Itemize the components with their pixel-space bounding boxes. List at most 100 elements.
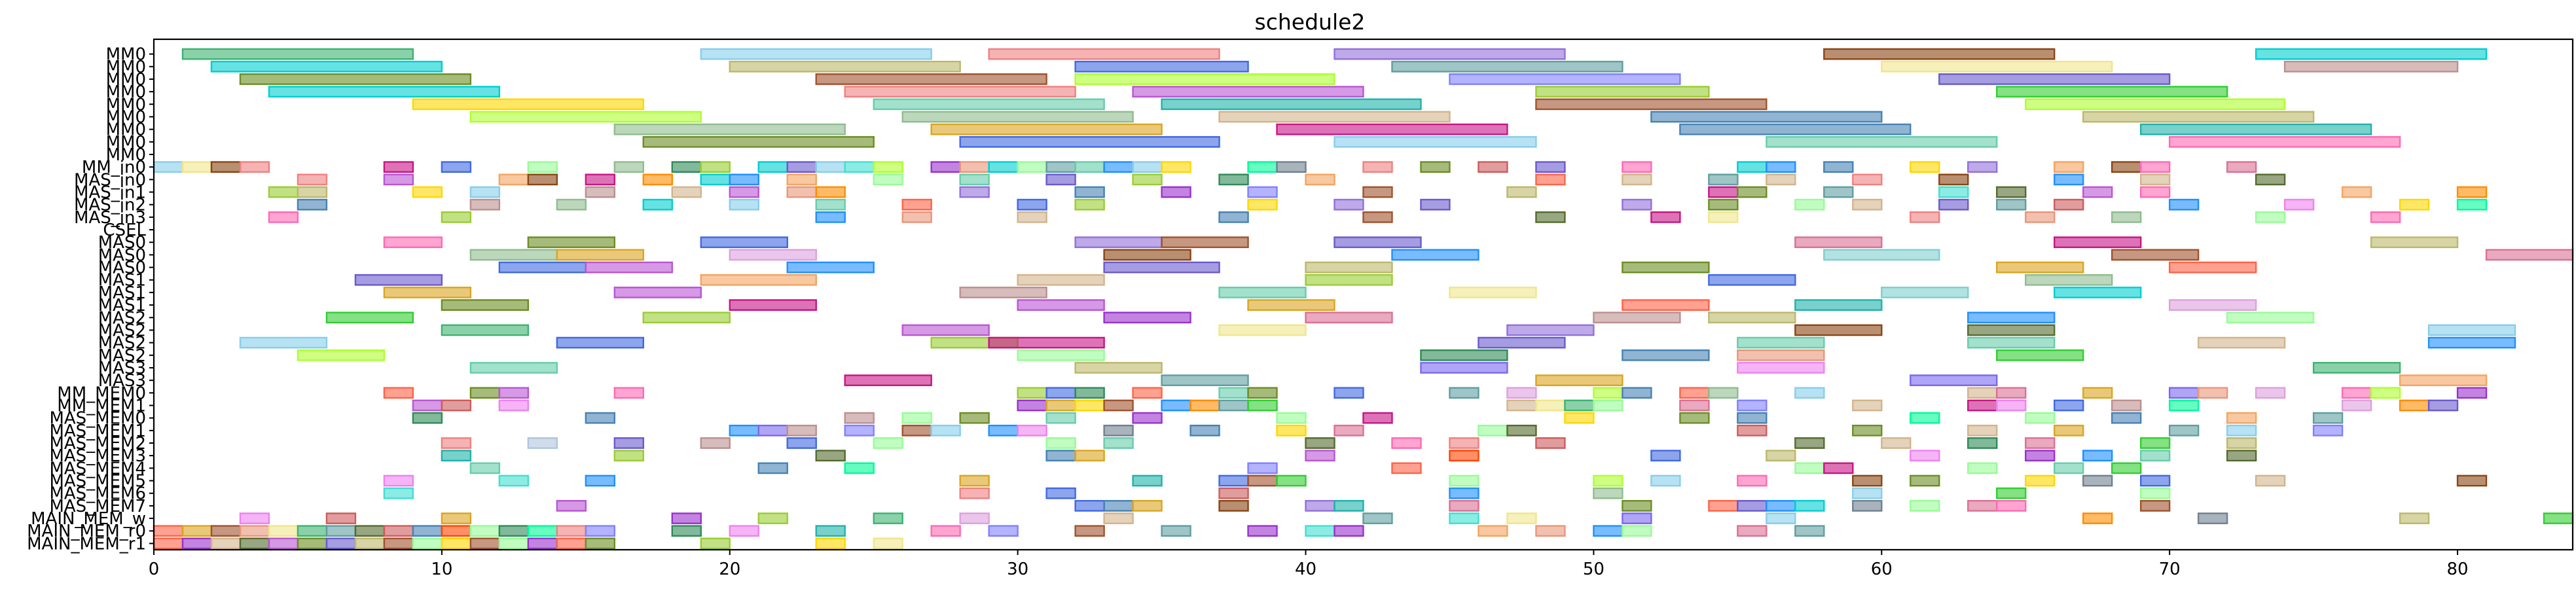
task-bar: [700, 161, 731, 173]
task-bar: [873, 512, 903, 524]
task-bar: [181, 161, 213, 173]
task-bar: [815, 450, 846, 462]
task-bar: [1910, 450, 1940, 462]
task-bar: [1910, 474, 1940, 487]
task-bar: [1132, 474, 1163, 487]
task-bar: [2168, 198, 2200, 211]
task-bar: [2139, 173, 2171, 186]
task-bar: [1881, 437, 1912, 449]
task-bar: [1794, 500, 1825, 512]
task-bar: [1535, 399, 1566, 412]
task-bar: [844, 412, 875, 424]
task-bar: [498, 261, 587, 274]
task-bar: [786, 161, 817, 173]
task-bar: [2226, 450, 2257, 462]
task-bar: [786, 186, 817, 198]
task-bar: [1622, 525, 1652, 537]
task-bar: [2054, 161, 2084, 173]
task-bar: [1708, 387, 1739, 399]
task-bar: [1305, 173, 1335, 186]
task-bar: [786, 173, 817, 186]
task-bar: [873, 161, 903, 173]
x-tick-label: 0: [149, 560, 160, 579]
task-bar: [1017, 274, 1105, 286]
row-label: MAS1: [98, 296, 146, 315]
task-bar: [2370, 211, 2401, 223]
task-bar: [700, 236, 788, 249]
task-bar: [441, 537, 472, 550]
task-bar: [354, 274, 443, 286]
task-bar: [1247, 399, 1278, 412]
task-bar: [1593, 399, 1624, 412]
task-bar: [2456, 474, 2488, 487]
task-bar: [1103, 437, 1134, 449]
task-bar: [1247, 186, 1278, 198]
task-bar: [585, 412, 616, 424]
task-bar: [1017, 424, 1047, 437]
task-bar: [153, 161, 184, 173]
task-bar: [297, 525, 328, 537]
task-bar: [757, 512, 788, 524]
task-bar: [1420, 362, 1508, 374]
task-bar: [527, 525, 558, 537]
task-bar: [1074, 161, 1105, 173]
task-bar: [383, 161, 414, 173]
task-bar: [527, 437, 558, 449]
task-bar: [2082, 512, 2113, 524]
task-bar: [757, 424, 788, 437]
task-bar: [1535, 374, 1624, 387]
task-bar: [239, 73, 472, 85]
task-bar: [815, 73, 1047, 85]
task-bar: [1017, 211, 1047, 223]
task-bar: [1074, 525, 1105, 537]
task-bar: [1852, 173, 1883, 186]
task-bar: [1045, 412, 1076, 424]
task-bar: [729, 424, 759, 437]
task-bar: [1333, 500, 1364, 512]
task-bar: [2399, 512, 2430, 524]
task-bar: [181, 525, 213, 537]
task-bar: [2312, 412, 2344, 424]
task-bar: [613, 123, 846, 135]
task-bar: [1564, 399, 1595, 412]
task-bar: [498, 474, 530, 487]
task-bar: [613, 287, 702, 298]
row-label: MM_MEM0: [57, 384, 146, 403]
task-bar: [383, 537, 414, 550]
task-bar: [1362, 161, 1393, 173]
task-bar: [1074, 186, 1105, 198]
task-bar: [1478, 336, 1566, 349]
task-bar: [988, 525, 1019, 537]
task-bar: [585, 474, 616, 487]
row-label: MAS1: [98, 271, 146, 291]
task-bar: [2139, 437, 2171, 449]
task-bar: [1161, 161, 1191, 173]
task-bar: [268, 186, 299, 198]
task-bar: [498, 387, 530, 399]
task-bar: [1910, 500, 1940, 512]
task-bar: [1218, 211, 1249, 223]
task-bar: [613, 161, 644, 173]
task-bar: [1305, 500, 1335, 512]
task-bar: [268, 211, 299, 223]
task-bar: [1794, 324, 1883, 336]
task-bar: [1276, 424, 1307, 437]
task-bar: [325, 312, 414, 324]
x-tick-label: 80: [2447, 560, 2469, 579]
task-bar: [469, 387, 501, 399]
task-bar: [2427, 324, 2516, 336]
task-bar: [1737, 525, 1768, 537]
task-bar: [1967, 437, 1998, 449]
task-bar: [729, 60, 961, 73]
task-bar: [556, 249, 644, 261]
task-bar: [1449, 474, 1479, 487]
task-bar: [1103, 249, 1191, 261]
task-bar: [210, 537, 242, 550]
task-bar: [2054, 287, 2142, 298]
task-bar: [959, 287, 1047, 298]
task-bar: [729, 186, 759, 198]
row-label: MAS0: [98, 259, 146, 278]
task-bar: [2255, 48, 2488, 60]
task-bar: [815, 525, 846, 537]
task-bar: [2456, 198, 2488, 211]
